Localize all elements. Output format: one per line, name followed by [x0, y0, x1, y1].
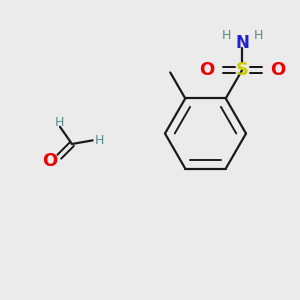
Text: H: H — [222, 29, 231, 42]
Text: H: H — [94, 134, 104, 147]
Text: O: O — [270, 61, 285, 79]
Text: N: N — [235, 34, 249, 52]
Text: S: S — [236, 61, 249, 79]
Text: O: O — [43, 152, 58, 170]
Text: H: H — [54, 116, 64, 129]
Text: H: H — [254, 29, 263, 42]
Text: O: O — [199, 61, 214, 79]
